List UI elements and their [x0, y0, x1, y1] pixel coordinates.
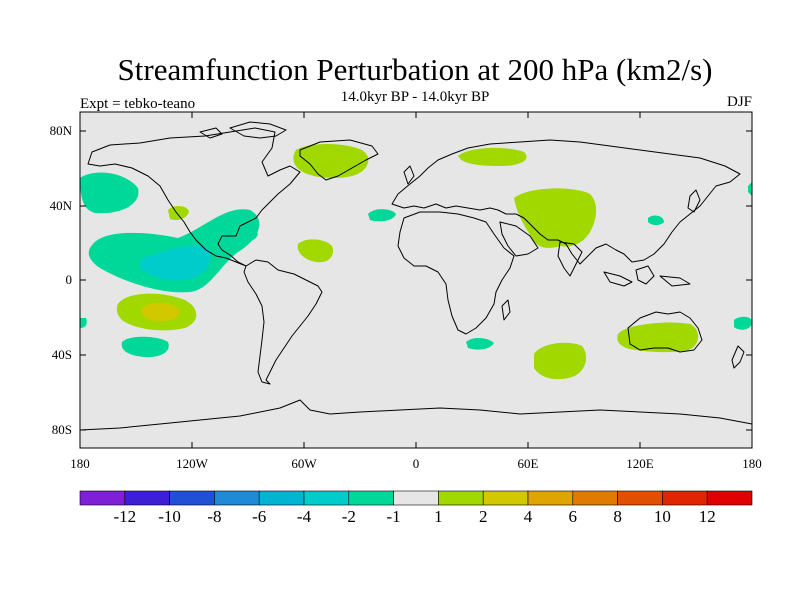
neg-region-southwest-pacific: [734, 316, 752, 330]
colorbar-label: -8: [207, 507, 221, 526]
colorbar-box: [438, 490, 484, 506]
coastline-eurasia: [391, 139, 741, 265]
colorbar-label: -6: [252, 507, 266, 526]
colorbar-box: [617, 490, 663, 506]
colorbar-label: -10: [158, 507, 181, 526]
coastline-antarctica: [79, 399, 753, 431]
coastline-madagascar: [501, 299, 511, 321]
colorbar-box: [662, 490, 708, 506]
pos-region-north-pacific-small: [168, 205, 189, 221]
coastline-arctic-islands: [199, 121, 287, 139]
lat-axis: 80N 40N 0 40S 80S: [50, 123, 752, 437]
colorbar-label: -1: [387, 507, 401, 526]
pos-region-australia: [617, 322, 699, 353]
coastline-southeast-asia-islands: [603, 265, 691, 287]
colorbar-label: -2: [342, 507, 356, 526]
lon-label-0: 0: [413, 456, 420, 471]
coastline-uk: [403, 165, 415, 185]
colorbar-label: 12: [699, 507, 716, 526]
pos-region-subtropical-pacific-core: [141, 302, 181, 322]
lon-label-60e: 60E: [518, 456, 539, 471]
colorbar-label: -4: [297, 507, 312, 526]
colorbar-box: [482, 490, 529, 506]
coastline-japan: [687, 189, 701, 213]
colorbar-box: [348, 490, 394, 506]
anomaly-fields: [80, 144, 752, 380]
colorbar-box: [393, 490, 439, 506]
lat-label-0: 0: [66, 272, 73, 287]
pos-region-siberia: [458, 147, 527, 166]
coastline-north-america: [87, 127, 301, 267]
neg-region-east-pacific-core: [140, 245, 211, 281]
colorbar-label: 2: [479, 507, 488, 526]
colorbar-label: 1: [434, 507, 443, 526]
lon-label-120w: 120W: [176, 456, 209, 471]
lon-label-120e: 120E: [626, 456, 654, 471]
pos-region-indian-ocean: [534, 342, 587, 380]
coastline-australia: [627, 311, 703, 353]
coastline-south-america: [243, 259, 323, 385]
pos-region-central-asia: [514, 188, 597, 248]
neg-region-south-africa: [466, 337, 494, 350]
neg-region-north-pacific: [80, 172, 139, 214]
neg-region-north-atlantic: [368, 209, 396, 222]
neg-region-south-pacific: [121, 336, 169, 358]
coastline-greenland: [299, 139, 379, 181]
coastline-india: [557, 241, 583, 277]
neg-region-east-asia: [648, 215, 664, 225]
lat-label-80n: 80N: [50, 123, 73, 138]
colorbar-box: [124, 490, 170, 506]
neg-region-east-edge: [748, 182, 752, 196]
lon-label-180e: 180: [742, 456, 762, 471]
coastline-new-zealand: [731, 345, 745, 369]
coastline-africa: [397, 211, 515, 335]
colorbar-label: 4: [524, 507, 533, 526]
lon-label-60w: 60W: [291, 456, 317, 471]
colorbar-box: [527, 490, 574, 506]
coastlines: [79, 121, 753, 431]
colorbar-label: 8: [613, 507, 622, 526]
neg-region-west-edge: [80, 318, 87, 328]
lat-label-80s: 80S: [52, 422, 72, 437]
lon-axis: 180 120W 60W 0 60E 120E 180: [70, 112, 762, 471]
colorbar-box: [169, 490, 215, 506]
colorbar-box: [572, 490, 618, 506]
colorbar-box: [214, 490, 260, 506]
colorbar-box: [706, 490, 753, 506]
colorbar: -12 -10 -8 -6 -4 -2 -1 1 2 4 6 8 10 12: [79, 490, 753, 526]
colorbar-label: -12: [113, 507, 136, 526]
coastline-arabia: [499, 221, 539, 257]
lat-label-40n: 40N: [50, 198, 73, 213]
experiment-label: Expt = tebko-teano: [80, 96, 196, 112]
pos-region-tropical-atlantic: [297, 239, 334, 263]
lat-label-40s: 40S: [52, 347, 72, 362]
plot-subtitle: 14.0kyr BP - 14.0kyr BP: [340, 89, 490, 105]
colorbar-label: 6: [569, 507, 578, 526]
plot-title: Streamfunction Perturbation at 200 hPa (…: [117, 52, 713, 87]
season-label: DJF: [726, 94, 752, 110]
colorbar-label: 10: [654, 507, 671, 526]
colorbar-box: [79, 490, 126, 506]
colorbar-box: [303, 490, 350, 506]
lon-label-180w: 180: [70, 456, 90, 471]
colorbar-box: [258, 490, 305, 506]
